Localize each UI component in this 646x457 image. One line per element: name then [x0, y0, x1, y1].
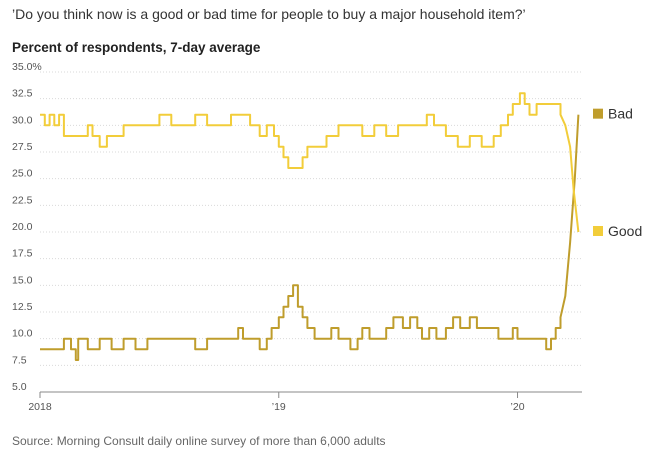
x-tick-label: 2018 — [28, 401, 52, 413]
series-lines — [40, 92, 580, 361]
series-line-bad — [40, 114, 580, 361]
y-axis-tick-labels: 5.0 7.5 10.0 12.5 15.0 17.5 20.0 22.5 25.0 27.5 30… — [12, 61, 42, 393]
legend-label-bad: Bad — [608, 106, 633, 122]
x-axis: 2018 ’19 ’20 — [28, 391, 582, 413]
y-tick-label: 30.0 — [12, 114, 33, 126]
y-tick-label: 35.0% — [12, 61, 42, 73]
gridlines — [40, 71, 582, 366]
y-tick-label: 12.5 — [12, 301, 33, 313]
y-tick-label: 7.5 — [12, 354, 27, 366]
y-tick-label: 25.0 — [12, 168, 33, 180]
source-note: Source: Morning Consult daily online sur… — [12, 434, 386, 448]
series-line-good — [40, 92, 580, 233]
chart-question-title: ’Do you think now is a good or bad time … — [12, 6, 526, 22]
chart-subtitle: Percent of respondents, 7-day average — [12, 40, 261, 55]
y-tick-label: 17.5 — [12, 248, 33, 260]
y-tick-label: 32.5 — [12, 88, 33, 100]
y-tick-label: 22.5 — [12, 194, 33, 206]
y-tick-label: 15.0 — [12, 274, 33, 286]
y-tick-label: 5.0 — [12, 381, 27, 393]
x-tick-label: ’19 — [272, 401, 286, 413]
legend-label-good: Good — [608, 223, 642, 239]
legend: Bad Good — [593, 106, 642, 239]
y-tick-label: 10.0 — [12, 328, 33, 340]
legend-swatch-bad — [593, 108, 603, 119]
y-tick-label: 27.5 — [12, 141, 33, 153]
x-tick-label: ’20 — [511, 401, 525, 413]
y-tick-label: 20.0 — [12, 221, 33, 233]
legend-swatch-good — [593, 226, 603, 236]
